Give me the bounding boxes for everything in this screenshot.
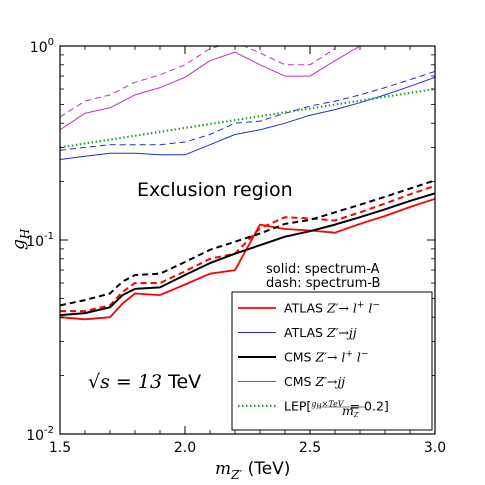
legend-item-atlas-jj: ATLAS Z′→jj (238, 325, 357, 340)
legend-item-cms-ll: CMS Z′→ l+ l− (238, 350, 368, 365)
solid-line-note: solid: spectrum-A (266, 262, 380, 277)
energy-unit: TeV (167, 371, 201, 393)
x-axis-symbol: m (215, 459, 231, 479)
legend-entries: ATLAS Z′→ l+ l− ATLAS Z′→jj CMS Z′→ l+ l− C… (238, 301, 389, 419)
exclusion-region-label: Exclusion region (137, 179, 293, 201)
legend-item-cms-jj: CMS Z′→jj (238, 374, 345, 389)
legend-fraction-denominator: mZ′ (342, 403, 360, 419)
x-tick-label: 1.5 (49, 440, 71, 456)
legend-item-atlas-ll: ATLAS Z′→ l+ l− (238, 301, 380, 316)
series-layer (60, 46, 435, 321)
series-atlas-jj-solid (60, 76, 435, 160)
series-cms-ll-dash (60, 179, 435, 307)
x-tick-label: 2.5 (299, 440, 321, 456)
legend-label: CMS Z′→jj (284, 374, 345, 389)
legend: ATLAS Z′→ l+ l− ATLAS Z′→jj CMS Z′→ l+ l− C… (231, 291, 433, 431)
series-atlas-jj-dash (60, 70, 435, 151)
series-cms-jj-solid (60, 46, 361, 131)
y-tick-label: 10-1 (26, 231, 54, 250)
legend-label: ATLAS Z′→jj (284, 325, 357, 340)
y-axis-subscript: H (18, 228, 32, 240)
y-axis-symbol: g (9, 239, 29, 250)
x-tick-label: 2.0 (174, 440, 196, 456)
legend-label: CMS Z′→ l+ l− (284, 350, 368, 365)
ticks-layer: 1.5 2.0 2.5 3.0 10-2 10-1 100 (26, 37, 446, 456)
series-cms-jj-dash (60, 46, 336, 118)
series-lep (60, 87, 435, 149)
y-axis-label: gH (9, 228, 32, 250)
y-tick-label: 10-2 (26, 425, 54, 444)
legend-item-lep: LEP[gH×TeV = 0.2]mZ′ (238, 399, 389, 419)
series-cms-ll-solid (60, 192, 435, 317)
x-axis-unit: (TeV) (248, 459, 291, 479)
legend-label: ATLAS Z′→ l+ l− (284, 301, 380, 316)
y-tick-label: 100 (30, 37, 54, 56)
energy-annotation: √s = 13 TeV (88, 371, 201, 393)
legend-label: LEP[gH×TeV = 0.2] (284, 399, 389, 414)
dash-line-note: dash: spectrum-B (266, 276, 380, 291)
x-axis-label: mZ′ (TeV) (215, 459, 290, 482)
series-atlas-ll-solid (60, 197, 435, 321)
x-tick-label: 3.0 (424, 440, 446, 456)
x-axis-subscript: Z′ (230, 468, 242, 482)
energy-value: √s = 13 (88, 371, 162, 393)
